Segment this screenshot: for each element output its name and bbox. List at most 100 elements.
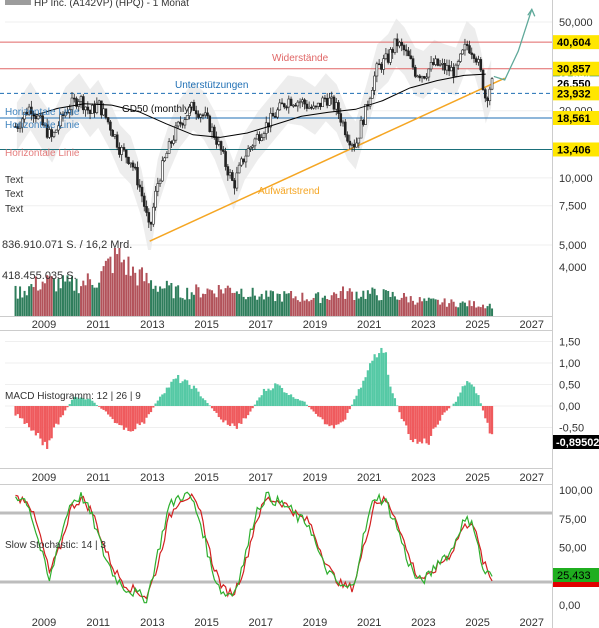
macd-bar [393, 398, 397, 406]
macd-bar [407, 406, 410, 435]
price-candle [52, 132, 56, 137]
macd-bar [95, 405, 98, 406]
volume-bar [391, 291, 394, 316]
macd-bar [312, 406, 315, 412]
price-candle [70, 97, 74, 110]
volume-bar [436, 299, 439, 316]
macd-bar [43, 406, 47, 442]
macd-bar [400, 406, 403, 419]
price-candle [355, 142, 358, 148]
volume-bar [19, 286, 22, 316]
price-candle [362, 119, 365, 125]
macd-bar [308, 406, 311, 408]
price-candle [332, 96, 336, 110]
price-candle [206, 112, 209, 117]
price-candle [100, 100, 103, 116]
price-candle [21, 118, 24, 128]
price-candle [441, 62, 444, 65]
x-tick-label: 2009 [32, 319, 56, 331]
volume-bar [247, 296, 250, 316]
volume-bar [100, 271, 103, 316]
volume-bar [484, 308, 487, 316]
macd-bar [439, 406, 442, 421]
macd-bar [353, 399, 356, 406]
macd-bar [387, 374, 390, 406]
volume-bar [488, 303, 491, 316]
price-candle [131, 162, 135, 168]
volume-bar [425, 300, 428, 316]
price-candle [104, 108, 108, 118]
horizontal-lines [0, 41, 552, 150]
price-candle [163, 157, 166, 162]
volume-bar [229, 287, 232, 316]
price-candle [357, 137, 361, 144]
macd-bar [481, 406, 485, 411]
volume-bar [75, 278, 78, 316]
price-candle [174, 125, 178, 141]
x-tick-label: 2017 [249, 617, 273, 628]
title-swatch [5, 0, 31, 5]
price-candle [307, 106, 311, 109]
volume-bar [414, 304, 417, 316]
x-tick-label: 2025 [465, 472, 489, 484]
macd-bar [244, 406, 247, 419]
volume-bar [183, 299, 186, 316]
macd-bar [335, 406, 338, 425]
macd-bar [371, 360, 374, 406]
volume-bar [14, 285, 17, 316]
macd-bar [341, 406, 345, 422]
x-tick-label: 2013 [140, 617, 164, 628]
volume-bar [308, 301, 311, 316]
x-axis-price: 2009 2011 2013 2015 2017 2019 2021 2023 2025 2027 [32, 319, 544, 331]
price-candle [140, 186, 144, 197]
volume-bar [71, 276, 74, 316]
horizontal-line-label: Horizontale Linie [5, 120, 80, 131]
x-tick-label: 2027 [520, 319, 544, 331]
volume-bar [253, 295, 256, 316]
x-tick-label: 2009 [32, 472, 56, 484]
volume-bar [380, 300, 383, 316]
volume-bar [59, 288, 62, 316]
volume-bar [418, 297, 421, 316]
price-candle [253, 138, 257, 147]
macd-bar [359, 387, 363, 406]
price-candle [145, 206, 148, 213]
volume-bar [461, 301, 464, 316]
price-y-tick-label: 50,000 [559, 17, 593, 29]
volume-mid-label: 418.455.035 S. [2, 270, 77, 282]
x-tick-label: 2019 [303, 319, 327, 331]
macd-bar [292, 397, 295, 406]
price-candle [124, 149, 128, 158]
macd-bar [91, 400, 94, 406]
price-candle [273, 115, 277, 118]
macd-bar [337, 406, 340, 425]
volume-bar [258, 296, 261, 316]
macd-bar [323, 406, 327, 425]
price-candle [463, 43, 467, 51]
volume-bar [441, 302, 444, 316]
volume-bar [292, 298, 295, 316]
volume-bar [405, 296, 408, 316]
volume-bar [477, 306, 480, 316]
volume-bar [274, 301, 277, 316]
volume-bar [240, 288, 243, 316]
horizontal-line-label: Horizontale Linie [5, 107, 80, 118]
macd-bar [472, 386, 476, 406]
volume-bar [407, 302, 410, 316]
volume-bar [118, 248, 121, 316]
volume-bar [82, 280, 85, 316]
price-candle [400, 41, 404, 46]
price-candle [86, 106, 90, 111]
macd-bar [305, 404, 308, 406]
trendline-group [149, 77, 506, 242]
macd-bar [168, 387, 171, 406]
volume-bar [217, 285, 220, 316]
volume-bar [382, 289, 385, 316]
volume-bar [231, 292, 234, 316]
price-candle [474, 58, 478, 63]
price-candle [72, 97, 76, 100]
forecast-line [493, 9, 533, 81]
macd-bar [174, 378, 177, 406]
macd-bar [271, 388, 275, 406]
